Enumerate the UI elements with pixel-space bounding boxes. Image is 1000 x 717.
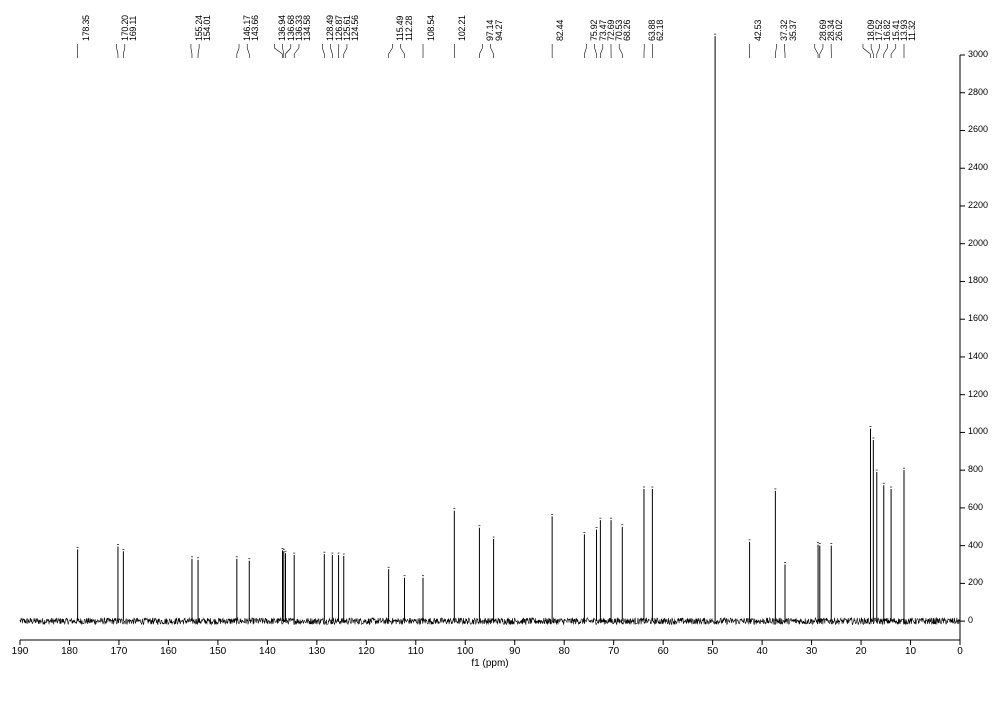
x-tick-label: 0 — [957, 646, 963, 657]
x-tick-label: 40 — [757, 646, 768, 657]
peak-ppm-label: 108.54 — [426, 15, 436, 41]
y-tick-label: 0 — [968, 615, 973, 625]
x-tick-label: 60 — [658, 646, 669, 657]
peak-ppm-label: 82.44 — [555, 20, 565, 41]
peak-ppm-label: 154.01 — [202, 15, 212, 41]
x-tick-label: 130 — [308, 646, 325, 657]
x-tick-label: 120 — [358, 646, 375, 657]
x-tick-label: 70 — [608, 646, 619, 657]
x-axis-title: f1 (ppm) — [471, 658, 508, 669]
y-tick-label: 2600 — [968, 124, 988, 134]
peak-ppm-label: 26.02 — [834, 20, 844, 41]
peak-ppm-label: 178.35 — [81, 15, 91, 41]
x-tick-label: 160 — [160, 646, 177, 657]
y-tick-label: 1000 — [968, 426, 988, 436]
x-tick-label: 170 — [111, 646, 128, 657]
x-tick-label: 100 — [457, 646, 474, 657]
x-tick-label: 110 — [408, 646, 424, 657]
y-tick-label: 2200 — [968, 200, 988, 210]
peak-ppm-label: 169.11 — [128, 16, 138, 41]
y-tick-label: 1800 — [968, 275, 988, 285]
x-tick-label: 80 — [559, 646, 570, 657]
y-tick-label: 2800 — [968, 87, 988, 97]
y-tick-label: 3000 — [968, 49, 988, 59]
x-tick-label: 30 — [806, 646, 817, 657]
y-tick-label: 1600 — [968, 313, 988, 323]
peak-ppm-label: 62.18 — [655, 20, 665, 41]
y-tick-label: 600 — [968, 502, 983, 512]
x-tick-label: 140 — [259, 646, 276, 657]
peak-ppm-label: 11.32 — [907, 21, 917, 41]
x-tick-label: 150 — [210, 646, 227, 657]
peak-ppm-label: 102.21 — [457, 15, 467, 41]
peak-ppm-label: 68.26 — [622, 20, 632, 41]
peak-ppm-label: 134.58 — [302, 15, 312, 41]
y-tick-label: 400 — [968, 540, 983, 550]
x-tick-label: 90 — [509, 646, 520, 657]
y-tick-label: 2400 — [968, 162, 988, 172]
y-tick-label: 800 — [968, 464, 983, 474]
x-tick-label: 180 — [61, 646, 78, 657]
spectrum-svg — [0, 0, 1000, 717]
peak-ppm-label: 42.53 — [753, 20, 763, 41]
x-tick-label: 20 — [855, 646, 866, 657]
x-tick-label: 190 — [12, 646, 29, 657]
y-tick-label: 200 — [968, 577, 983, 587]
peak-ppm-label: 124.56 — [350, 15, 360, 41]
y-tick-label: 1200 — [968, 389, 988, 399]
y-tick-label: 1400 — [968, 351, 988, 361]
x-tick-label: 10 — [905, 646, 916, 657]
nmr-spectrum-figure: { "figure": { "width": 1000, "height": 7… — [0, 0, 1000, 717]
peak-ppm-label: 94.27 — [494, 20, 504, 41]
peak-ppm-label: 112.28 — [404, 16, 414, 41]
x-tick-label: 50 — [707, 646, 718, 657]
peak-ppm-label: 35.37 — [788, 20, 798, 41]
peak-ppm-label: 143.66 — [250, 15, 260, 41]
y-tick-label: 2000 — [968, 238, 988, 248]
